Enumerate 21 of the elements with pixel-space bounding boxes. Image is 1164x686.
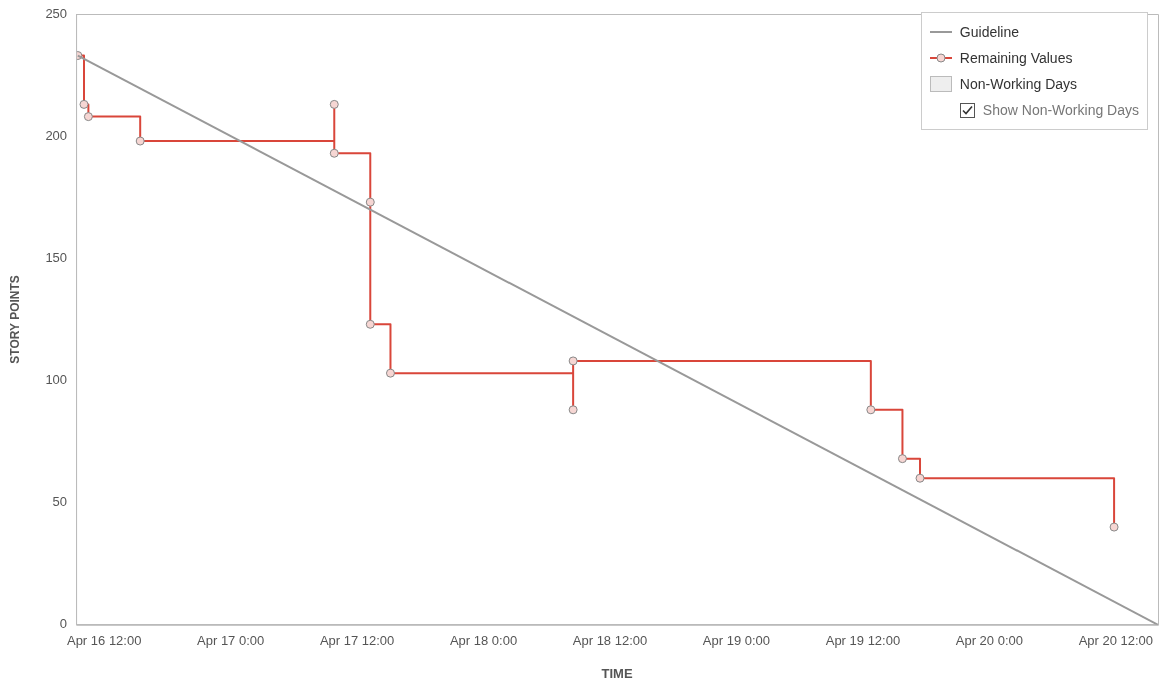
- x-tick-label: Apr 20 12:00: [1078, 633, 1154, 649]
- y-tick-label: 200: [45, 127, 68, 143]
- y-tick-label: 100: [45, 372, 68, 388]
- x-tick-label: Apr 19 0:00: [702, 633, 771, 649]
- y-axis-title: STORY POINTS: [7, 275, 22, 364]
- x-tick-label: Apr 19 12:00: [825, 633, 901, 649]
- x-tick-label: Apr 18 0:00: [449, 633, 518, 649]
- y-tick-label: 0: [59, 616, 68, 632]
- y-tick-label: 250: [45, 5, 68, 21]
- y-tick-label: 150: [45, 249, 68, 265]
- x-tick-label: Apr 20 0:00: [955, 633, 1023, 649]
- legend-label: Non-Working Days: [959, 76, 1078, 92]
- legend-label: Guideline: [959, 24, 1020, 40]
- x-tick-label: Apr 17 12:00: [319, 633, 395, 649]
- legend-label: Remaining Values: [959, 50, 1073, 66]
- annotation: Show Non-Working Days: [982, 102, 1139, 118]
- x-tick-label: Apr 18 12:00: [572, 633, 648, 649]
- x-axis-title: TIME: [601, 665, 633, 681]
- x-tick-label: Apr 16 12:00: [66, 633, 142, 649]
- x-tick-label: Apr 17 0:00: [197, 633, 265, 649]
- y-tick-label: 50: [52, 494, 68, 510]
